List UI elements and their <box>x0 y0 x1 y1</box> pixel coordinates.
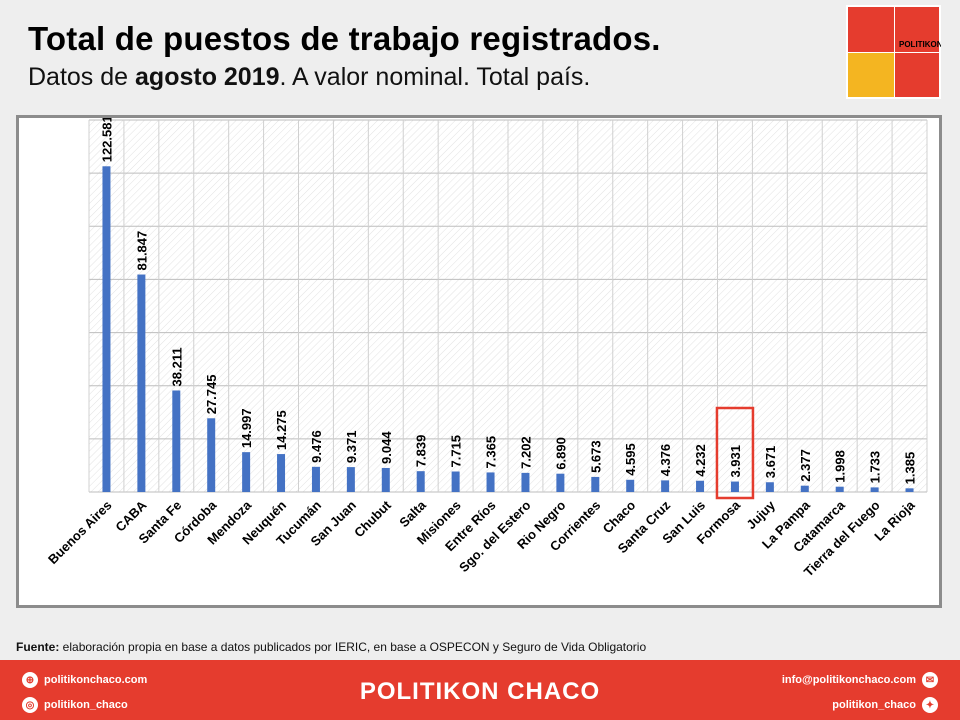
bar <box>277 454 286 492</box>
bar-value-label: 81.847 <box>134 231 149 271</box>
bar-value-label: 1.998 <box>833 450 848 483</box>
source-text: elaboración propia en base a datos publi… <box>59 640 647 654</box>
bar <box>730 481 739 492</box>
chart-subtitle: Datos de agosto 2019. A valor nominal. T… <box>28 63 590 92</box>
bar-value-label: 14.275 <box>274 410 289 450</box>
bar-value-label: 4.376 <box>658 444 673 477</box>
bar <box>591 476 600 492</box>
bar-value-label: 7.365 <box>484 436 499 469</box>
footer-instagram-text: politikon_chaco <box>44 699 128 711</box>
bar <box>800 485 809 492</box>
footer-twitter[interactable]: politikon_chaco ✦ <box>832 697 938 713</box>
bar-value-label: 122.581 <box>99 118 114 162</box>
web-icon: ⊕ <box>22 672 38 688</box>
svg-text:POLITIKON: POLITIKON <box>899 40 941 49</box>
bar-value-label: 1.385 <box>903 452 918 485</box>
footer-twitter-text: politikon_chaco <box>832 699 916 711</box>
highlight-box <box>715 406 755 500</box>
bar-value-label: 3.931 <box>728 445 743 478</box>
bar <box>381 467 390 492</box>
bar-value-label: 9.476 <box>309 430 324 463</box>
bar-value-label: 5.673 <box>588 440 603 473</box>
bar-value-label: 6.890 <box>553 437 568 470</box>
bar-value-label: 38.211 <box>169 347 184 386</box>
bar <box>626 479 635 492</box>
bar <box>486 472 495 492</box>
chart-title: Total de puestos de trabajo registrados. <box>28 20 661 57</box>
bar <box>102 166 111 492</box>
bar <box>346 467 355 492</box>
bar-value-label: 27.745 <box>204 375 219 415</box>
footer-email-text: info@politikonchaco.com <box>781 674 916 686</box>
bar <box>242 452 251 492</box>
bar <box>451 471 460 492</box>
politikon-logo: POLITIKON <box>846 5 941 99</box>
source-note: Fuente: elaboración propia en base a dat… <box>16 640 646 654</box>
bar <box>207 418 216 492</box>
email-icon: ✉ <box>922 672 938 688</box>
bar <box>311 466 320 492</box>
bar <box>765 482 774 492</box>
subtitle-prefix: Datos de <box>28 63 136 91</box>
bar-value-label: 9.044 <box>379 431 394 464</box>
bar <box>905 488 914 492</box>
category-label: Buenos Aires <box>45 498 115 568</box>
bar <box>172 390 181 492</box>
bar-value-label: 2.377 <box>798 449 813 482</box>
instagram-icon: ◎ <box>22 697 38 713</box>
bar-value-label: 14.997 <box>239 408 254 448</box>
bar <box>416 471 425 492</box>
bar <box>696 480 705 492</box>
bar-value-label: 3.671 <box>763 446 778 479</box>
bar <box>556 473 565 492</box>
footer-web[interactable]: ⊕ politikonchaco.com <box>22 672 147 688</box>
bar-chart: 122.581 81.847 38.211 27.745 14.997 14.275 9.4… <box>45 115 928 579</box>
footer-email[interactable]: info@politikonchaco.com ✉ <box>782 672 938 688</box>
subtitle-date: agosto 2019 <box>135 63 280 91</box>
footer-brand: POLITIKON CHACO <box>359 678 601 705</box>
bar <box>521 472 530 492</box>
bar <box>137 274 146 492</box>
bar <box>835 486 844 492</box>
bar <box>870 487 879 492</box>
bar-value-label: 9.371 <box>344 431 359 464</box>
footer-instagram[interactable]: ◎ politikon_chaco <box>22 697 128 713</box>
footer-bar: ⊕ politikonchaco.com ◎ politikon_chaco POL… <box>0 660 960 720</box>
subtitle-suffix: . A valor nominal. Total país. <box>279 63 591 91</box>
footer-web-text: politikonchaco.com <box>44 674 148 686</box>
bar-value-label: 4.595 <box>623 443 638 476</box>
twitter-icon: ✦ <box>922 697 938 713</box>
chart-panel: 122.581 81.847 38.211 27.745 14.997 14.275 9.4… <box>16 115 942 608</box>
bar-value-label: 7.839 <box>414 435 429 468</box>
bar-value-label: 4.232 <box>693 444 708 477</box>
bar-value-label: 1.733 <box>868 451 883 484</box>
bar <box>661 480 670 492</box>
bar-value-label: 7.202 <box>518 436 533 469</box>
source-label: Fuente: <box>16 640 60 654</box>
bar-value-label: 7.715 <box>449 435 464 468</box>
category-label: Chubut <box>351 497 394 540</box>
